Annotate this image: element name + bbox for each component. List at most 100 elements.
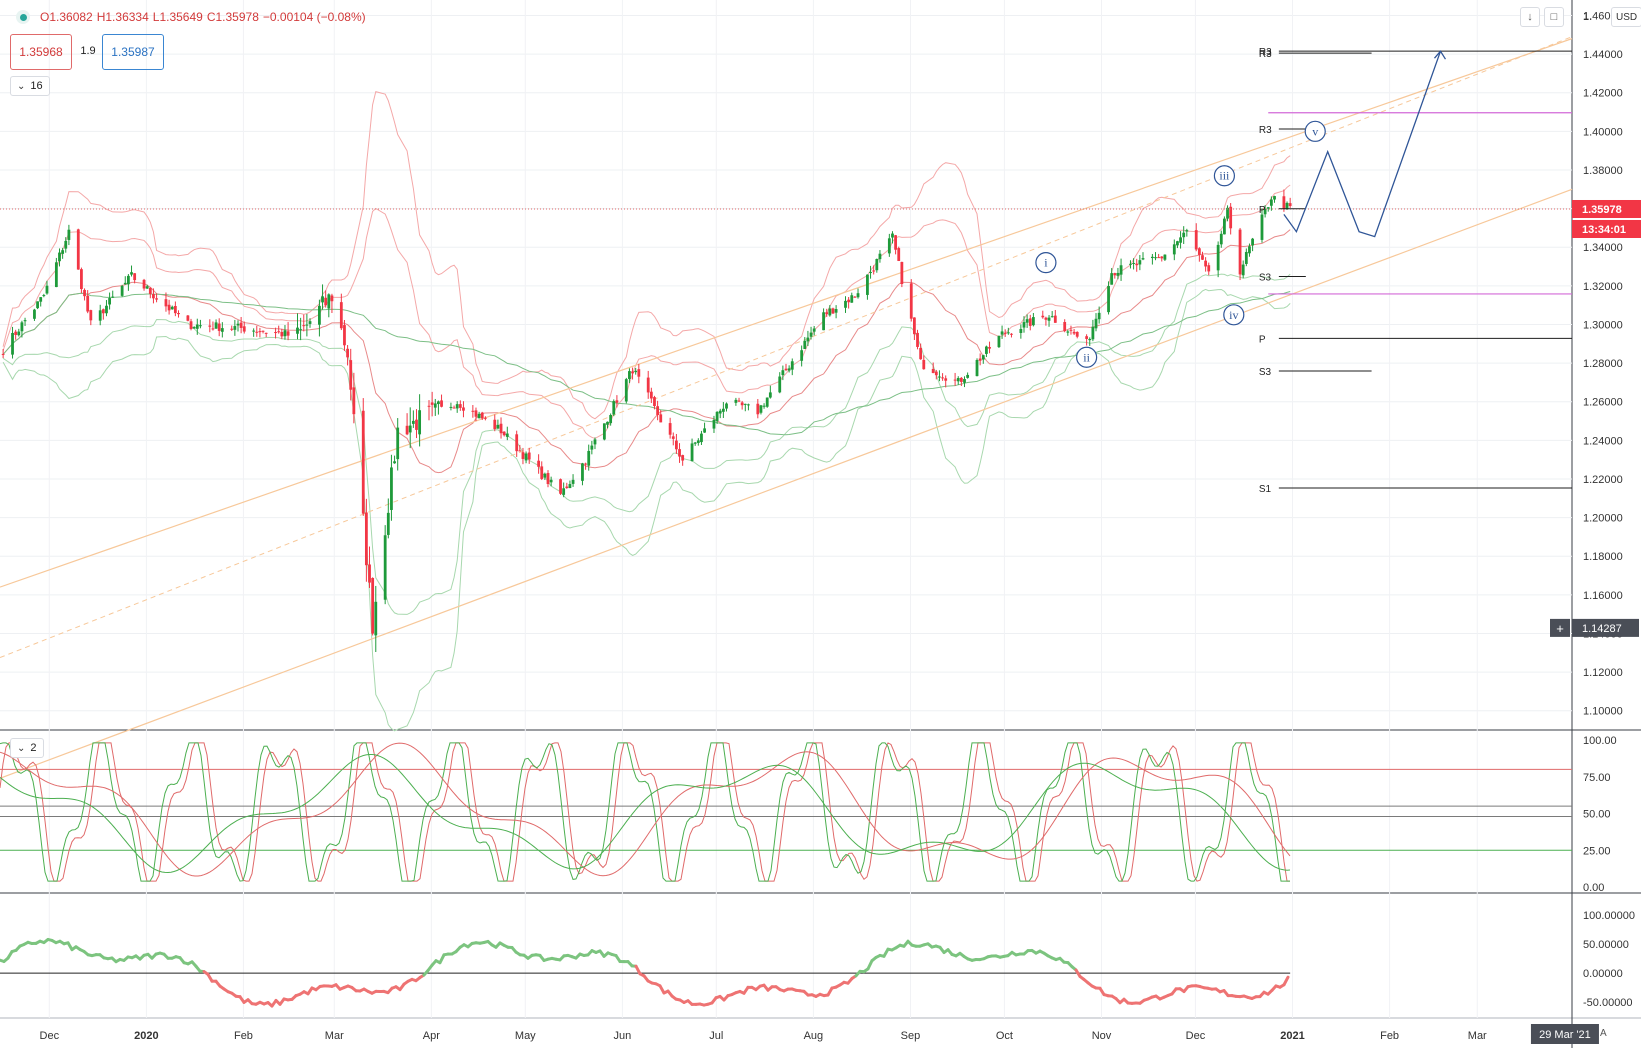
candle-body (922, 359, 926, 370)
osc-tick-label: 0.00 (1583, 882, 1604, 894)
candle-body (20, 322, 24, 332)
candle-body (606, 421, 609, 425)
time-tick-label: Apr (423, 1030, 440, 1042)
candle-body (89, 310, 93, 321)
candle-body (787, 368, 791, 371)
countdown-tag-text: 13:34:01 (1582, 224, 1626, 236)
candle-body (67, 229, 71, 240)
candle-body (1248, 246, 1251, 254)
candle-body (615, 400, 619, 403)
candle-body (1251, 238, 1254, 246)
momentum-segment (1282, 975, 1290, 987)
candle-body (590, 445, 594, 450)
pivot-label: S3 (1259, 367, 1272, 378)
candle-body (1132, 262, 1135, 264)
candle-body (1216, 244, 1220, 271)
time-tick-label: Mar (325, 1030, 344, 1042)
candle-body (261, 330, 265, 332)
upper-band-line (2, 184, 1291, 440)
candle-body (123, 282, 127, 285)
candle-body (628, 371, 631, 379)
crosshair-price-tag (1572, 618, 1639, 637)
ohlc-open: O1.36082 (40, 10, 93, 24)
candle-body (199, 325, 202, 327)
candle-body (637, 369, 641, 377)
candle-body (1207, 265, 1211, 272)
candle-body (847, 299, 851, 303)
candle-body (737, 400, 741, 402)
currency-label[interactable]: USD (1611, 7, 1641, 27)
candle-body (145, 286, 149, 289)
candle-body (1157, 257, 1161, 259)
candle-body (1182, 232, 1186, 238)
price-tick-label: 1.26000 (1583, 397, 1623, 409)
download-icon[interactable]: ↓ (1520, 7, 1540, 27)
mid-band-line (2, 229, 1291, 474)
candle-body (524, 453, 528, 461)
candle-body (343, 325, 346, 346)
candle-body (781, 370, 785, 376)
last-price-tag-text: 1.35978 (1582, 204, 1622, 216)
buy-button[interactable]: 1.35987 (102, 34, 164, 70)
candle-body (105, 305, 108, 314)
candle-body (1226, 207, 1229, 219)
candle-body (800, 350, 804, 361)
candle-body (11, 332, 14, 355)
candle-body (130, 272, 133, 275)
candle-body (1129, 263, 1132, 265)
oscillator-collapse-button[interactable]: ⌄ 2 (10, 738, 44, 758)
candle-body (499, 423, 503, 434)
candle-body (170, 306, 174, 310)
candle-body (349, 360, 353, 390)
fullscreen-icon[interactable]: □ (1544, 7, 1564, 27)
candle-body (33, 309, 36, 319)
candle-body (1010, 333, 1013, 335)
auto-scale-button[interactable]: A (1600, 1028, 1607, 1039)
ohlc-close: C1.35978 (206, 10, 259, 24)
price-tick-label: 1.38000 (1583, 165, 1623, 177)
candle-body (1075, 331, 1079, 337)
candle-body (747, 404, 750, 406)
candle-body (83, 289, 86, 297)
candle-body (133, 273, 137, 281)
candle-body (415, 419, 418, 430)
candle-body (756, 403, 760, 415)
candle-body (803, 340, 807, 350)
candle-body (1, 353, 5, 355)
mom-tick-label: -50.00000 (1583, 997, 1633, 1009)
time-highlight-tag (1530, 1024, 1599, 1044)
candle-body (1282, 196, 1286, 209)
time-tick-label: Sep (901, 1030, 921, 1042)
candle-body (1091, 326, 1095, 340)
candle-body (784, 368, 788, 371)
channel-upper-line (0, 38, 1573, 588)
candle-body (700, 433, 703, 443)
candle-body (1160, 256, 1164, 259)
wave-label-text: iv (1229, 308, 1238, 322)
candle-body (778, 376, 782, 393)
sell-button[interactable]: 1.35968 (10, 34, 72, 70)
candle-body (280, 331, 284, 337)
candle-body (1273, 196, 1276, 200)
candle-body (762, 405, 766, 407)
candle-body (674, 440, 678, 450)
candle-body (668, 423, 672, 435)
candle-body (58, 252, 61, 262)
indicators-count: 16 (30, 80, 43, 92)
candle-body (220, 328, 224, 332)
candle-body (1238, 229, 1242, 275)
candle-body (581, 463, 584, 481)
candle-body (562, 488, 566, 495)
candle-body (931, 368, 935, 374)
candle-body (302, 325, 306, 327)
candle-body (305, 324, 309, 326)
candle-body (208, 325, 212, 327)
price-tick-label: 1.42000 (1583, 88, 1623, 100)
candle-body (1019, 329, 1023, 333)
candle-body (872, 270, 876, 272)
indicators-collapse-button[interactable]: ⌄ 16 (10, 76, 50, 96)
pivot-label: P (1259, 334, 1266, 345)
candle-body (1110, 273, 1114, 285)
candle-body (721, 408, 725, 412)
